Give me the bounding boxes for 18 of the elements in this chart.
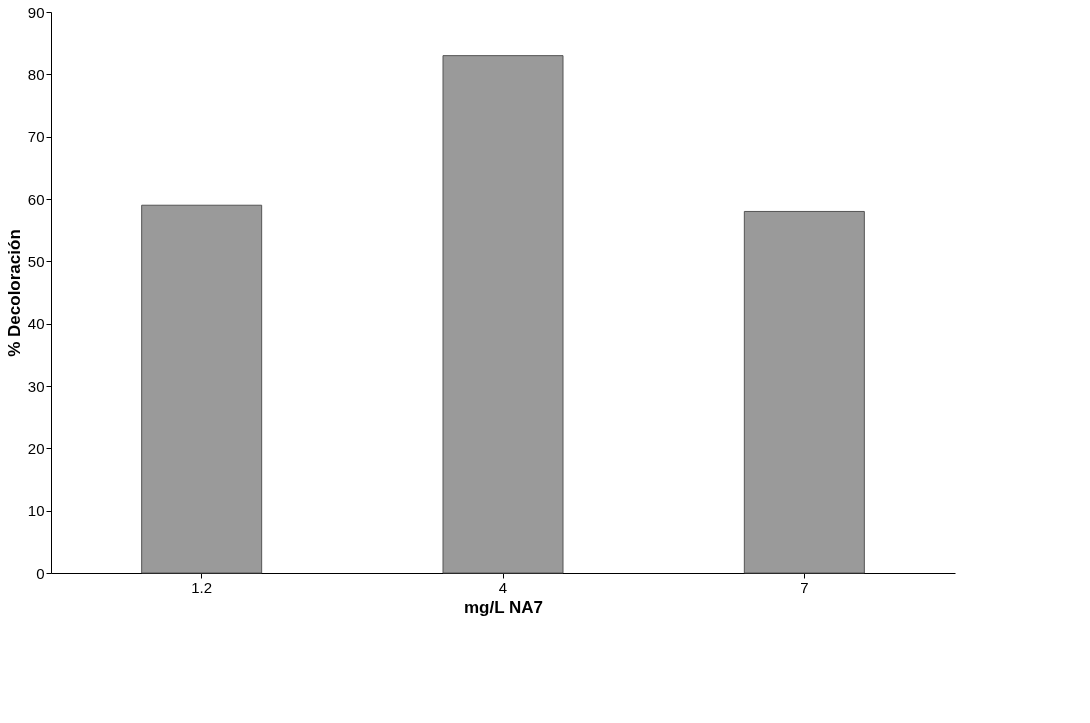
x-tick-label: 1.2 bbox=[191, 578, 213, 596]
x-axis-title: mg/L NA7 bbox=[463, 597, 544, 617]
y-tick-label: 20 bbox=[27, 439, 45, 457]
y-tick-label: 70 bbox=[27, 128, 45, 146]
y-tick-label: 0 bbox=[36, 564, 45, 582]
y-tick-label: 10 bbox=[27, 502, 45, 520]
bar bbox=[141, 204, 263, 574]
y-tick-label: 90 bbox=[27, 3, 45, 21]
y-tick-label: 50 bbox=[27, 252, 45, 270]
x-tick-label: 4 bbox=[498, 578, 508, 596]
bar bbox=[743, 210, 865, 574]
x-tick-label: 7 bbox=[800, 578, 809, 596]
y-tick-label: 30 bbox=[27, 377, 45, 395]
y-tick-label: 40 bbox=[27, 315, 45, 333]
y-tick-label: 60 bbox=[27, 190, 45, 208]
y-axis-title: % Decoloración bbox=[4, 229, 24, 357]
y-tick-label: 80 bbox=[27, 65, 45, 83]
bar bbox=[442, 55, 564, 574]
